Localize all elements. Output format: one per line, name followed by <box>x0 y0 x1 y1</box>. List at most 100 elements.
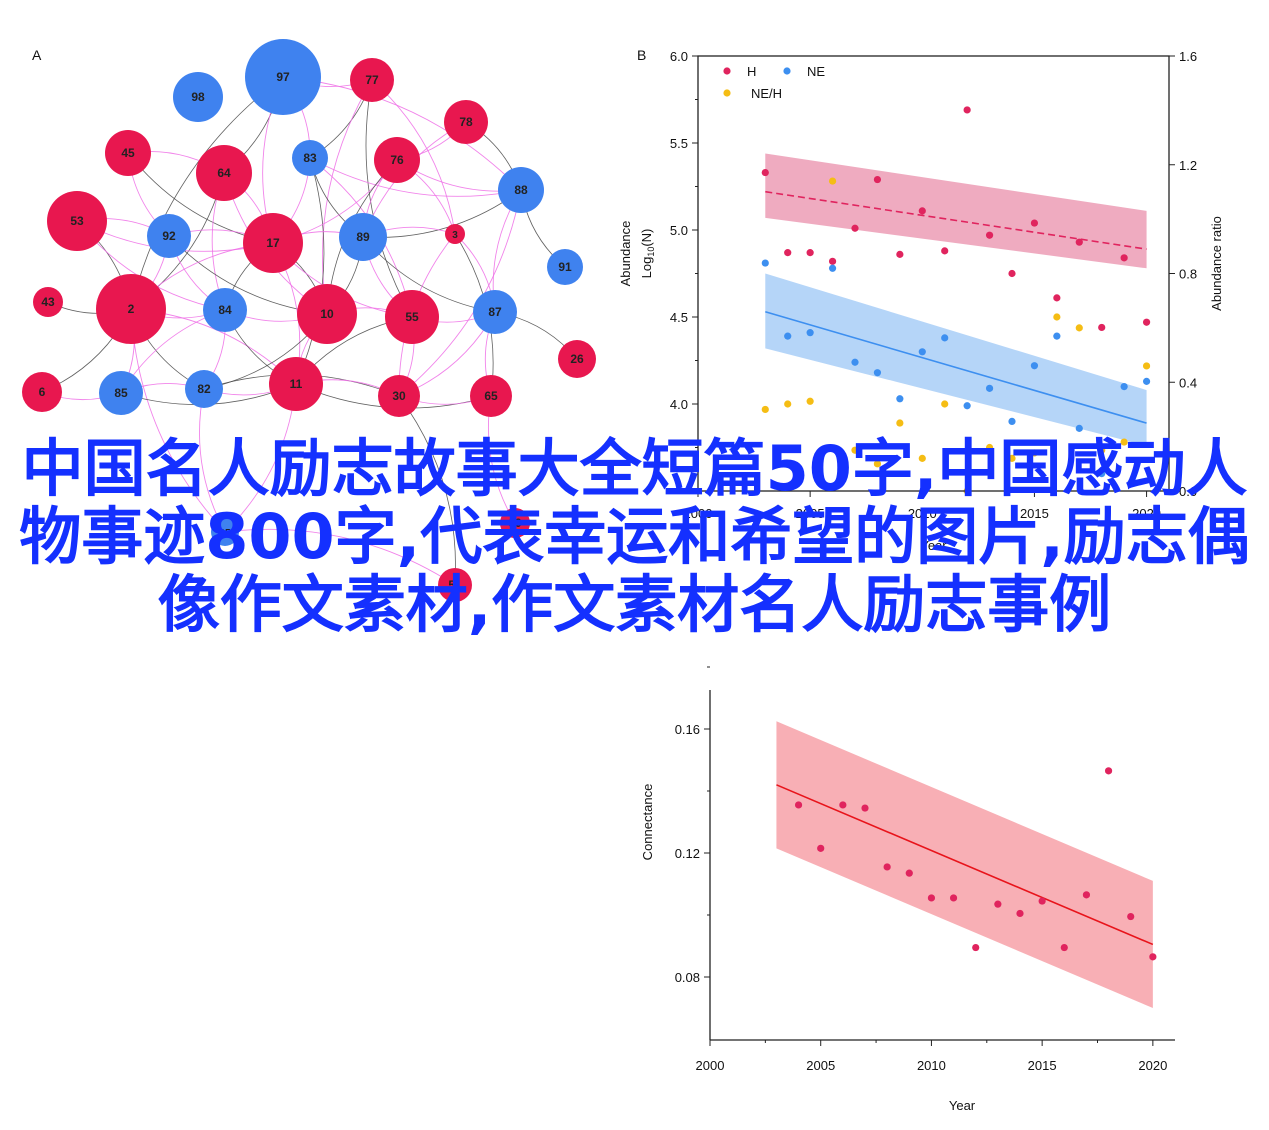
network-edge <box>224 528 456 586</box>
network-node <box>498 167 544 213</box>
network-node <box>445 224 465 244</box>
point-ne-h <box>828 177 837 185</box>
legend-marker <box>723 89 731 97</box>
network-node <box>147 214 191 258</box>
network-node <box>22 372 62 412</box>
network-node-label: 64 <box>217 166 231 180</box>
network-node-label: 76 <box>390 153 404 167</box>
point-h <box>985 231 994 239</box>
fit-line-h <box>765 190 1147 250</box>
point-ne <box>873 369 882 377</box>
network-node-label: 89 <box>356 230 370 244</box>
abundance-chart: 6.0 5.5 5.0 4.5 4.0 0.0 0.4 0.8 1.2 1.6 2000 2005 20… <box>618 49 1224 553</box>
connectance-point <box>839 801 847 809</box>
network-node-label: 65 <box>484 389 498 403</box>
ytick-right-label: 0.4 <box>1179 375 1197 390</box>
network-node-label: 95 <box>219 528 231 539</box>
network-node <box>297 284 357 344</box>
point-ne <box>963 402 971 410</box>
point-ne-h <box>806 397 814 405</box>
connectance-chart: 0.16 0.12 0.08 2000 2005 2010 2015 2020 Connect… <box>640 666 1175 1113</box>
network-node <box>185 370 223 408</box>
ytick-left-label: 5.0 <box>670 223 688 238</box>
point-ne <box>1075 424 1083 432</box>
network-node <box>385 290 439 344</box>
point-ne <box>1053 332 1061 340</box>
connectance-ytick-label: 0.12 <box>675 846 700 861</box>
connectance-ytick-label: 0.08 <box>675 970 700 985</box>
connectance-point <box>905 869 913 877</box>
network-node-label: 45 <box>121 146 135 160</box>
connectance-xtick-label: 2015 <box>1028 1058 1057 1073</box>
network-node <box>99 371 143 415</box>
xtick-label: 2015 <box>1020 506 1049 521</box>
legend-marker <box>783 67 791 75</box>
point-h <box>963 106 971 114</box>
connectance-fit-line <box>776 784 1154 946</box>
panel-label-a: A <box>32 47 42 63</box>
connectance-point <box>1082 891 1091 899</box>
connectance-ytick-label: 0.16 <box>675 722 700 737</box>
network-node <box>339 213 387 261</box>
point-ne <box>761 259 769 267</box>
ytick-left-label: 4.0 <box>670 397 688 412</box>
network-node-label: 91 <box>558 260 572 274</box>
network-node-label: 17 <box>266 236 280 250</box>
network-node-label: 60 <box>508 516 522 530</box>
connectance-fit <box>776 784 1154 946</box>
network-node-label: 43 <box>41 295 55 309</box>
network-node-label: 78 <box>459 115 473 129</box>
network-node-label: 84 <box>218 303 232 317</box>
point-ne-h <box>1098 446 1106 454</box>
point-h <box>1030 219 1039 227</box>
connectance-point <box>794 801 803 809</box>
point-h <box>1053 294 1061 302</box>
point-h <box>1098 323 1106 332</box>
abundance-ylabel-right: Abundance ratio <box>1209 216 1224 311</box>
network-node-label: 53 <box>70 214 84 228</box>
network-node <box>473 290 517 334</box>
network-node <box>444 100 488 144</box>
point-ne <box>985 384 994 392</box>
abundance-axes: 6.0 5.5 5.0 4.5 4.0 0.0 0.4 0.8 1.2 1.6 2000 2005 20… <box>670 49 1197 521</box>
point-ne <box>806 329 814 337</box>
point-ne-h <box>1120 438 1128 446</box>
log-tail: (N) <box>639 229 654 247</box>
abundance-ylabel-left-log: Log10(N) <box>639 229 656 279</box>
network-node-label: 51 <box>448 578 462 592</box>
point-h <box>761 168 769 177</box>
network-node-label: 6 <box>39 385 46 399</box>
ytick-left-label: 5.5 <box>670 136 688 151</box>
ytick-right-label: 1.2 <box>1179 158 1197 173</box>
xtick-label: 2000 <box>684 506 713 521</box>
point-ne <box>828 264 837 272</box>
network-node <box>269 357 323 411</box>
network-edge <box>398 395 456 586</box>
point-ne <box>918 348 926 356</box>
connectance-point <box>883 863 891 871</box>
point-h <box>941 247 949 255</box>
connectance-ylabel: Connectance <box>640 784 655 861</box>
connectance-point <box>861 804 869 812</box>
ytick-right-label: 1.6 <box>1179 49 1197 64</box>
network-node-label: 92 <box>162 229 176 243</box>
point-h <box>1142 318 1151 326</box>
connectance-point <box>1060 943 1068 952</box>
connectance-point <box>949 894 958 902</box>
connectance-point <box>927 894 936 902</box>
network-node <box>350 58 394 102</box>
connectance-point <box>817 844 825 852</box>
network-node-label: 2 <box>128 302 135 316</box>
ytick-left-label: 4.5 <box>670 310 688 325</box>
network-node-label: 11 <box>290 377 303 391</box>
connectance-axes: 0.16 0.12 0.08 2000 2005 2010 2015 2020 <box>675 666 1175 1073</box>
panel-label-b: B <box>637 47 646 63</box>
network-node <box>173 72 223 122</box>
network-node-label: 82 <box>197 382 211 396</box>
point-ne-h <box>761 405 769 414</box>
overlay-title: 中国名人励志故事大全短篇50字,中国感动人物事迹800字,代表幸运和希望的图片,… <box>19 432 1250 641</box>
connectance-xtick-label: 2020 <box>1138 1058 1167 1073</box>
ytick-right-label: 0.0 <box>1179 484 1197 499</box>
network-node-label: 55 <box>405 310 419 324</box>
network-nodes: 97 77 98 78 45 64 83 76 88 53 92 17 89 3 91 43 2 84 10 55 87… <box>22 39 596 602</box>
